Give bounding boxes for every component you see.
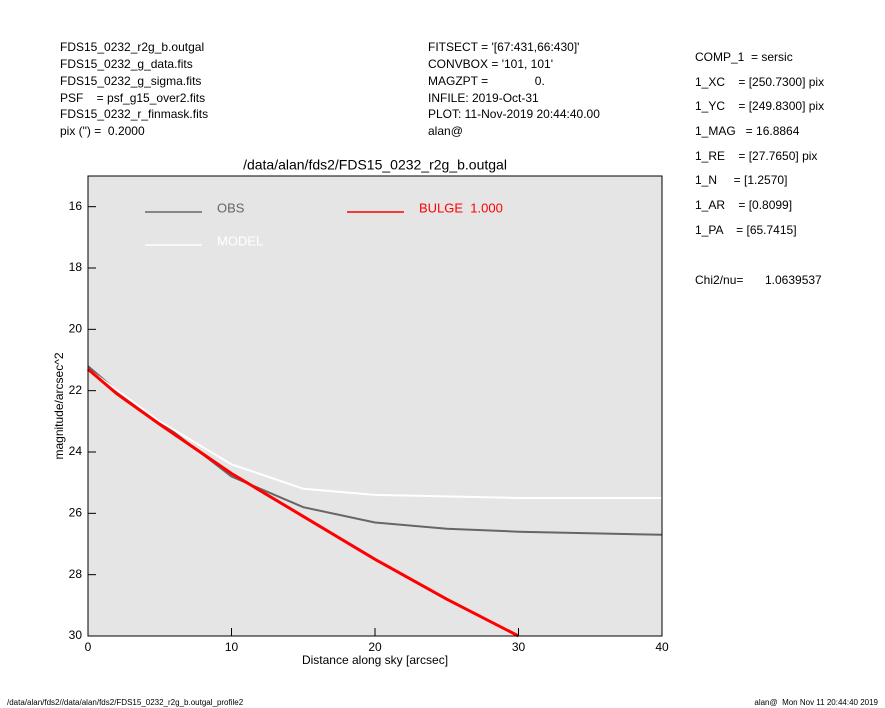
parameter: 1_N = [1.2570] — [695, 173, 787, 187]
header-center: CONVBOX = '101, 101' — [428, 57, 553, 71]
chart-title: /data/alan/fds2/FDS15_0232_r2g_b.outgal — [243, 157, 507, 173]
series-line — [87, 368, 520, 638]
y-tick-label: 28 — [69, 567, 83, 581]
header-center: INFILE: 2019-Oct-31 — [428, 91, 539, 105]
legend-label: MODEL — [217, 233, 263, 248]
legend-label: OBS — [217, 200, 245, 215]
header-left: pix (") = 0.2000 — [60, 124, 145, 138]
x-tick-label: 10 — [225, 640, 239, 654]
header-left: FDS15_0232_g_data.fits — [60, 57, 193, 71]
header-center: alan@ — [428, 124, 463, 138]
header-left: FDS15_0232_r_finmask.fits — [60, 107, 208, 121]
x-axis-label: Distance along sky [arcsec] — [302, 653, 448, 667]
parameter: 1_RE = [27.7650] pix — [695, 149, 817, 163]
data-layer: OBS MODEL BULGE 1.000 — [87, 200, 663, 638]
header-center: PLOT: 11-Nov-2019 20:44:40.00 — [428, 107, 600, 121]
header-left: FDS15_0232_r2g_b.outgal — [60, 40, 204, 54]
header-left: FDS15_0232_g_sigma.fits — [60, 74, 201, 88]
footer-left: /data/alan/fds2//data/alan/fds2/FDS15_02… — [7, 698, 244, 707]
chi2-value: 1.0639537 — [765, 273, 822, 287]
y-tick-label: 22 — [69, 383, 83, 397]
legend-label: BULGE 1.000 — [419, 200, 503, 215]
y-tick-label: 26 — [69, 506, 83, 520]
series-line — [87, 368, 662, 499]
y-tick-label: 16 — [69, 199, 83, 213]
x-tick-label: 0 — [85, 640, 92, 654]
parameter: 1_YC = [249.8300] pix — [695, 99, 824, 113]
y-tick-label: 20 — [69, 322, 83, 336]
x-tick-label: 30 — [512, 640, 526, 654]
y-tick-label: 18 — [69, 260, 83, 274]
x-tick-label: 40 — [655, 640, 669, 654]
chi2-label: Chi2/nu= — [695, 273, 743, 287]
header-left: PSF = psf_g15_over2.fits — [60, 91, 205, 105]
header-center: FITSECT = '[67:431,66:430]' — [428, 40, 579, 54]
parameter: 1_PA = [65.7415] — [695, 223, 797, 237]
y-tick-label: 30 — [69, 628, 83, 642]
x-tick-label: 20 — [368, 640, 382, 654]
parameter: 1_XC = [250.7300] pix — [695, 75, 824, 89]
header-center: MAGZPT = 0. — [428, 74, 545, 88]
footer-right: alan@ Mon Nov 11 20:44:40 2019 — [754, 698, 878, 707]
y-tick-label: 24 — [69, 444, 83, 458]
parameter: COMP_1 = sersic — [695, 50, 793, 64]
parameter: 1_AR = [0.8099] — [695, 198, 792, 212]
y-axis-label: magnitude/arcsec^2 — [52, 352, 66, 459]
parameter: 1_MAG = 16.8864 — [695, 124, 800, 138]
